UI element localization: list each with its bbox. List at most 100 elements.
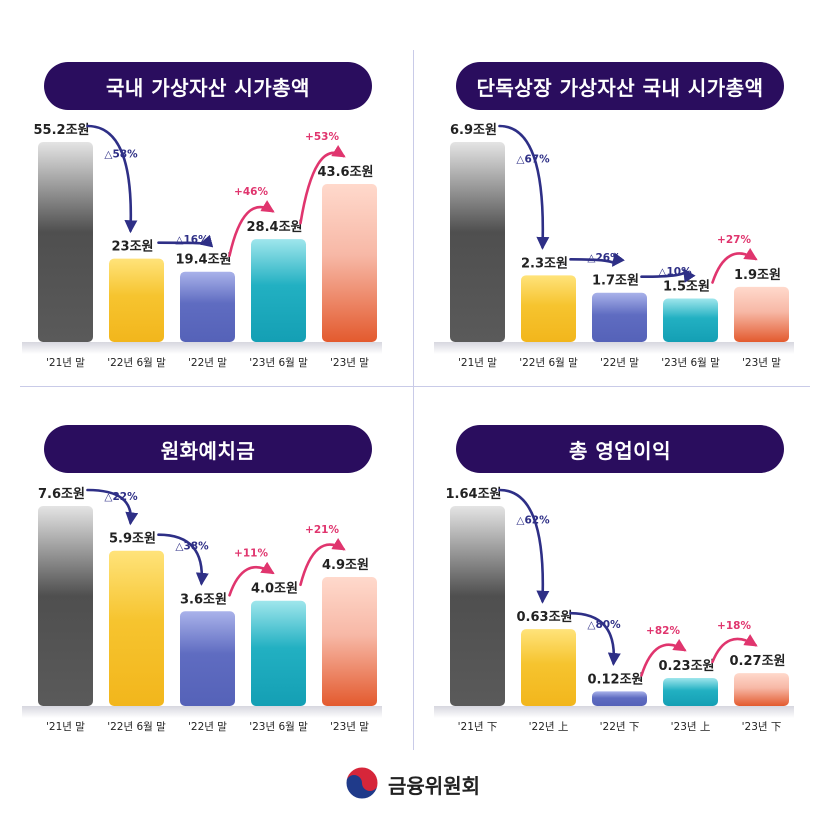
bar-1	[521, 275, 576, 342]
change-arrow-2	[640, 638, 687, 677]
value-label-2: 3.6조원	[180, 592, 227, 607]
change-label-1: △38%	[175, 540, 209, 552]
change-label-0: △67%	[516, 153, 550, 165]
value-label-2: 0.12조원	[588, 672, 644, 687]
bar-0	[450, 506, 505, 706]
value-label-3: 28.4조원	[247, 220, 303, 235]
chart-svg-3: 1.64조원 '21년 下 0.63조원 '22년 上 0.12조원 '22년 下 0.23…	[434, 487, 794, 733]
category-label-1: '22년 上	[529, 721, 569, 733]
bar-3	[251, 600, 306, 706]
bar-1	[521, 629, 576, 706]
change-arrow-1	[569, 611, 621, 666]
bar-4	[734, 673, 789, 706]
category-label-0: '21년 말	[46, 721, 85, 733]
category-label-0: '21년 말	[46, 357, 85, 369]
value-label-0: 55.2조원	[34, 123, 90, 138]
category-label-3: '23년 6월 말	[661, 357, 720, 369]
change-label-3: +18%	[717, 620, 751, 632]
value-label-0: 6.9조원	[450, 123, 497, 138]
category-label-4: '23년 下	[742, 721, 782, 733]
change-arrow-3	[711, 247, 758, 284]
change-label-2: +82%	[646, 625, 680, 637]
value-label-1: 2.3조원	[521, 256, 568, 271]
change-arrow-2	[640, 268, 696, 283]
bar-3	[251, 239, 306, 342]
bar-4	[734, 286, 789, 342]
category-label-3: '23년 6월 말	[249, 357, 308, 369]
change-label-3: +27%	[717, 234, 751, 246]
chart-svg-1: 6.9조원 '21년 말 2.3조원 '22년 6월 말 1.7조원 '22년 말 1.5조…	[434, 123, 794, 369]
value-label-3: 4.0조원	[251, 582, 298, 597]
vertical-divider	[413, 50, 414, 750]
change-label-1: △16%	[175, 234, 209, 246]
chart-operating-profit: 1.64조원 '21년 下 0.63조원 '22년 上 0.12조원 '22년 下 0.23…	[434, 474, 810, 804]
chart-title-krw-deposits: 원화예치금	[44, 425, 372, 473]
change-label-2: △10%	[658, 266, 692, 278]
category-label-3: '23년 6월 말	[249, 721, 308, 733]
chart-svg-0: 55.2조원 '21년 말 23조원 '22년 6월 말 19.4조원 '22년 말 28.…	[22, 123, 382, 369]
value-label-4: 1.9조원	[734, 268, 781, 283]
change-label-3: +53%	[305, 131, 339, 143]
value-label-2: 19.4조원	[176, 253, 232, 268]
change-arrow-3	[299, 145, 346, 225]
value-label-4: 43.6조원	[318, 165, 374, 180]
category-label-2: '22년 下	[600, 721, 640, 733]
category-label-3: '23년 上	[671, 721, 711, 733]
category-label-2: '22년 말	[188, 357, 227, 369]
horizontal-divider	[20, 386, 810, 387]
bar-0	[38, 142, 93, 342]
bar-0	[38, 506, 93, 706]
change-label-0: △58%	[104, 148, 138, 160]
value-label-3: 1.5조원	[663, 280, 710, 295]
change-arrow-1	[569, 252, 625, 267]
chart-title-market-cap: 국내 가상자산 시가총액	[44, 62, 372, 110]
change-arrow-3	[299, 538, 346, 587]
value-label-0: 7.6조원	[38, 487, 85, 502]
value-label-2: 1.7조원	[592, 274, 639, 289]
change-arrow-2	[228, 200, 275, 258]
category-label-1: '22년 6월 말	[519, 357, 578, 369]
chart-market-cap: 55.2조원 '21년 말 23조원 '22년 6월 말 19.4조원 '22년 말 28.…	[22, 110, 398, 440]
bar-2	[180, 271, 235, 342]
bar-3	[663, 677, 718, 706]
value-label-1: 23조원	[111, 240, 153, 255]
change-arrow-0	[86, 488, 139, 526]
bar-4	[322, 577, 377, 706]
change-arrow-2	[228, 561, 275, 597]
bar-1	[109, 258, 164, 342]
chart-svg-2: 7.6조원 '21년 말 5.9조원 '22년 6월 말 3.6조원 '22년 말 4.0조…	[22, 487, 382, 733]
bar-3	[663, 298, 718, 342]
bar-0	[450, 142, 505, 342]
footer-org-name: 금융위원회	[388, 774, 480, 798]
chart-krw-deposits: 7.6조원 '21년 말 5.9조원 '22년 6월 말 3.6조원 '22년 말 4.0조…	[22, 474, 398, 804]
change-label-2: +11%	[234, 548, 268, 560]
value-label-3: 0.23조원	[659, 659, 715, 674]
change-arrow-0	[498, 488, 550, 604]
change-label-0: △22%	[104, 491, 138, 503]
category-label-2: '22년 말	[188, 721, 227, 733]
category-label-1: '22년 6월 말	[107, 357, 166, 369]
taegeuk-logo-icon	[345, 766, 379, 800]
category-label-4: '23년 말	[742, 357, 781, 369]
category-label-0: '21년 下	[458, 721, 498, 733]
category-label-4: '23년 말	[330, 721, 369, 733]
bar-1	[109, 550, 164, 706]
category-label-2: '22년 말	[600, 357, 639, 369]
chart-title-sole-listed: 단독상장 가상자산 국내 시가총액	[456, 62, 784, 110]
change-label-0: △62%	[516, 514, 550, 526]
change-arrow-3	[711, 634, 758, 664]
change-label-1: △26%	[587, 252, 621, 264]
category-label-4: '23년 말	[330, 357, 369, 369]
change-arrow-1	[157, 533, 209, 586]
change-label-3: +21%	[305, 524, 339, 536]
bar-2	[592, 292, 647, 342]
category-label-0: '21년 말	[458, 357, 497, 369]
bar-2	[180, 611, 235, 706]
bar-2	[592, 691, 647, 706]
value-label-1: 5.9조원	[109, 532, 156, 547]
chart-sole-listed: 6.9조원 '21년 말 2.3조원 '22년 6월 말 1.7조원 '22년 말 1.5조…	[434, 110, 810, 440]
value-label-4: 4.9조원	[322, 558, 369, 573]
value-label-0: 1.64조원	[446, 487, 502, 502]
value-label-1: 0.63조원	[517, 610, 573, 625]
